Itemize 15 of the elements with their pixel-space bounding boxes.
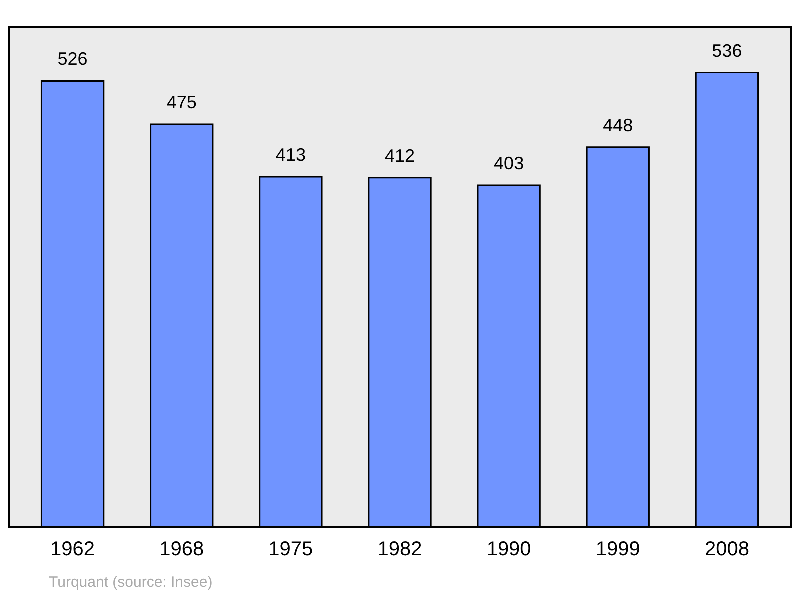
data-label: 526 [58, 49, 88, 70]
text: Turquant (source: Insee) [49, 574, 213, 591]
x-tick-label: 1990 [486, 538, 532, 560]
x-tick-label: 1962 [50, 538, 96, 560]
x-tick-label: 2008 [704, 538, 750, 560]
data-label: 412 [384, 146, 416, 166]
data-label: 475 [166, 92, 197, 112]
data-label: 413 [276, 145, 306, 165]
x-tick-label: 1968 [160, 538, 204, 560]
x-tick-label: 1975 [268, 538, 314, 560]
data-label: 403 [494, 153, 524, 174]
data-label: 448 [603, 115, 634, 136]
x-tick-label: 1999 [596, 538, 640, 560]
x-tick-label: 1982 [378, 538, 422, 560]
data-label: 536 [712, 40, 742, 61]
